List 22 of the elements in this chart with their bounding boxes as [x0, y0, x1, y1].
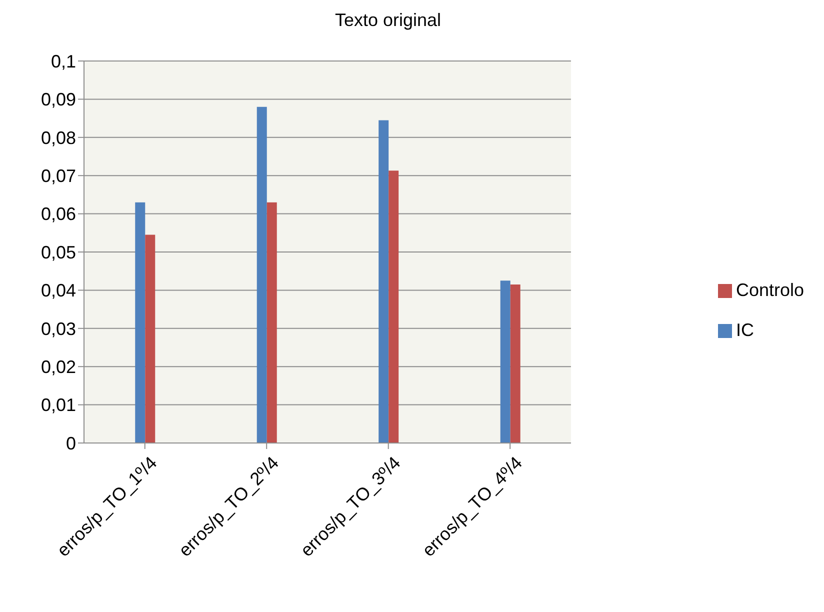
bar: [510, 284, 520, 443]
y-tick-label: 0,07: [40, 166, 76, 186]
bar: [266, 202, 277, 443]
bar: [500, 280, 510, 443]
y-tick-label: 0,08: [40, 128, 76, 148]
bar: [378, 120, 389, 443]
bar: [256, 106, 267, 443]
y-tick-label: 0,05: [40, 242, 76, 262]
chart-title: Texto original: [334, 10, 442, 31]
bar: [388, 170, 399, 443]
y-tick-label: 0: [66, 433, 76, 454]
legend-label: Controlo: [736, 280, 804, 300]
y-tick-label: 0,03: [40, 318, 76, 339]
y-tick-label: 0,02: [40, 356, 76, 377]
y-tick-label: 0,06: [40, 204, 76, 224]
legend-label: IC: [736, 320, 754, 340]
y-tick-label: 0,1: [50, 51, 76, 72]
bar: [135, 202, 146, 443]
y-tick-label: 0,04: [40, 280, 76, 301]
bar: [145, 234, 156, 443]
y-tick-label: 0,09: [40, 90, 76, 110]
y-tick-label: 0,01: [40, 395, 76, 416]
